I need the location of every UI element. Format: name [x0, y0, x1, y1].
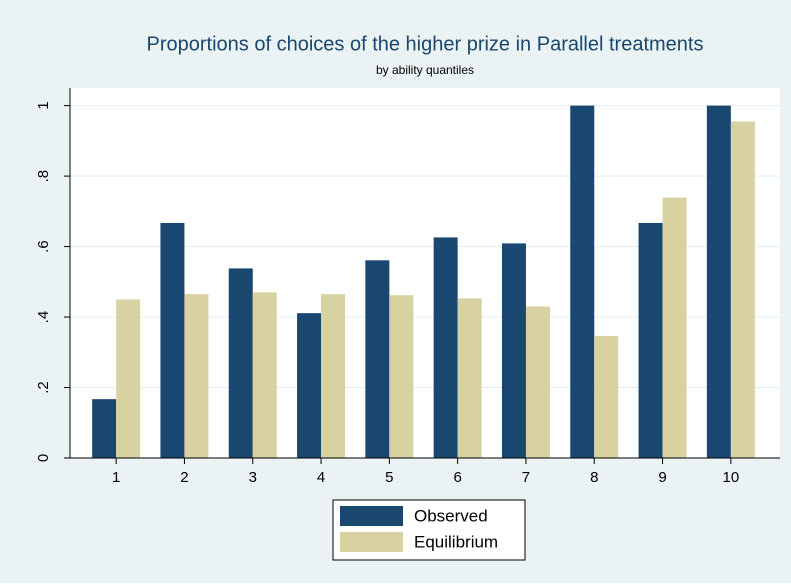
bar: [228, 268, 253, 458]
x-tick-label: 4: [317, 469, 325, 486]
y-tick-label: 1: [35, 101, 52, 109]
x-tick-label: 1: [112, 469, 120, 486]
bar: [525, 306, 550, 458]
bar: [184, 294, 209, 458]
x-tick-label: 2: [180, 469, 188, 486]
chart-subtitle: by ability quantiles: [376, 63, 474, 77]
x-tick-label: 7: [522, 469, 530, 486]
bar: [92, 399, 117, 458]
x-tick-label: 8: [590, 469, 598, 486]
bar: [252, 292, 277, 458]
bar: [706, 105, 731, 458]
x-tick-label: 5: [385, 469, 393, 486]
bar: [638, 222, 663, 458]
bar: [389, 295, 414, 458]
x-tick-label: 6: [453, 469, 461, 486]
bar: [297, 313, 322, 458]
bar: [321, 294, 346, 458]
chart-title: Proportions of choices of the higher pri…: [147, 33, 704, 55]
bar: [160, 222, 185, 458]
bar: [116, 299, 141, 458]
legend-swatch: [340, 506, 403, 526]
legend-label: Observed: [414, 506, 488, 525]
bar: [730, 121, 755, 458]
y-tick-label: .8: [35, 170, 52, 183]
bar: [433, 237, 458, 458]
legend-label: Equilibrium: [414, 532, 498, 551]
bar: [594, 336, 619, 458]
y-tick-label: .4: [35, 311, 52, 324]
y-tick-label: .2: [35, 381, 52, 394]
x-tick-label: 3: [249, 469, 257, 486]
x-tick-label: 10: [723, 469, 740, 486]
bar: [365, 260, 390, 458]
bar: [570, 105, 595, 458]
bar: [501, 243, 526, 458]
x-tick-label: 9: [658, 469, 666, 486]
y-tick-label: 0: [35, 454, 52, 462]
y-tick-label: .6: [35, 240, 52, 253]
legend-swatch: [340, 532, 403, 552]
bar: [457, 298, 482, 458]
bar: [662, 197, 687, 459]
